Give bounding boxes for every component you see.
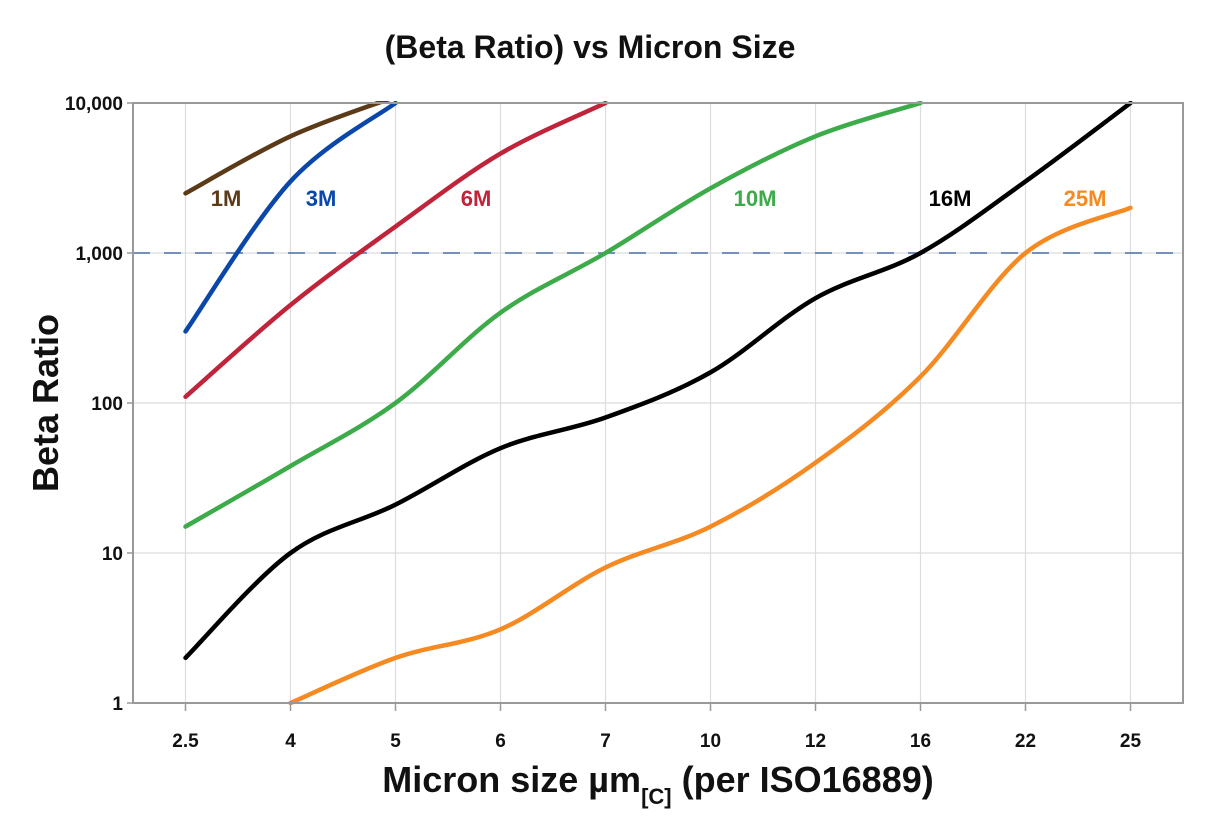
y-axis-label: Beta Ratio xyxy=(25,314,66,492)
series-labels: 1M 3M 6M 10M 16M 25M xyxy=(211,186,1107,211)
series-line-16M xyxy=(183,101,1133,661)
x-axis-label-subscript: [C] xyxy=(641,784,672,809)
series-label-25M: 25M xyxy=(1064,186,1107,211)
y-tick-label: 100 xyxy=(91,394,123,415)
x-tick-label: 22 xyxy=(1015,731,1036,752)
series-line-25M xyxy=(288,205,1133,705)
x-axis-label-main: Micron size µm xyxy=(382,759,641,800)
x-tick-label: 4 xyxy=(285,731,296,752)
series-label-16M: 16M xyxy=(929,186,972,211)
x-tick-label: 5 xyxy=(390,731,401,752)
series-label-1M: 1M xyxy=(211,186,242,211)
x-tick-label: 25 xyxy=(1120,731,1142,752)
x-tick-label: 2.5 xyxy=(172,731,199,752)
series-label-6M: 6M xyxy=(461,186,492,211)
series-line-10M xyxy=(183,101,923,529)
x-tick-label: 10 xyxy=(700,731,721,752)
series-label-10M: 10M xyxy=(734,186,777,211)
series-lines xyxy=(183,101,1133,705)
y-axis-ticks: 1 10 100 1,000 10,000 xyxy=(65,94,133,715)
x-tick-label: 12 xyxy=(805,731,826,752)
x-tick-label: 6 xyxy=(495,731,506,752)
y-tick-label: 1,000 xyxy=(75,244,123,265)
y-tick-label: 10,000 xyxy=(65,94,123,115)
x-axis-label: Micron size µm[C] (per ISO16889) xyxy=(382,759,933,809)
chart-title: (Beta Ratio) vs Micron Size xyxy=(385,29,796,65)
y-tick-label: 10 xyxy=(102,544,123,565)
series-line-3M xyxy=(183,101,398,334)
series-label-3M: 3M xyxy=(306,186,337,211)
x-tick-label: 7 xyxy=(600,731,611,752)
series-line-6M xyxy=(183,101,608,400)
y-tick-label: 1 xyxy=(112,694,123,715)
x-tick-label: 16 xyxy=(910,731,931,752)
x-axis-ticks: 2.5 4 5 6 7 10 12 16 22 25 xyxy=(172,703,1141,752)
x-axis-label-suffix: (per ISO16889) xyxy=(672,759,934,800)
grid xyxy=(133,102,1183,704)
series-line-1M xyxy=(183,101,391,196)
